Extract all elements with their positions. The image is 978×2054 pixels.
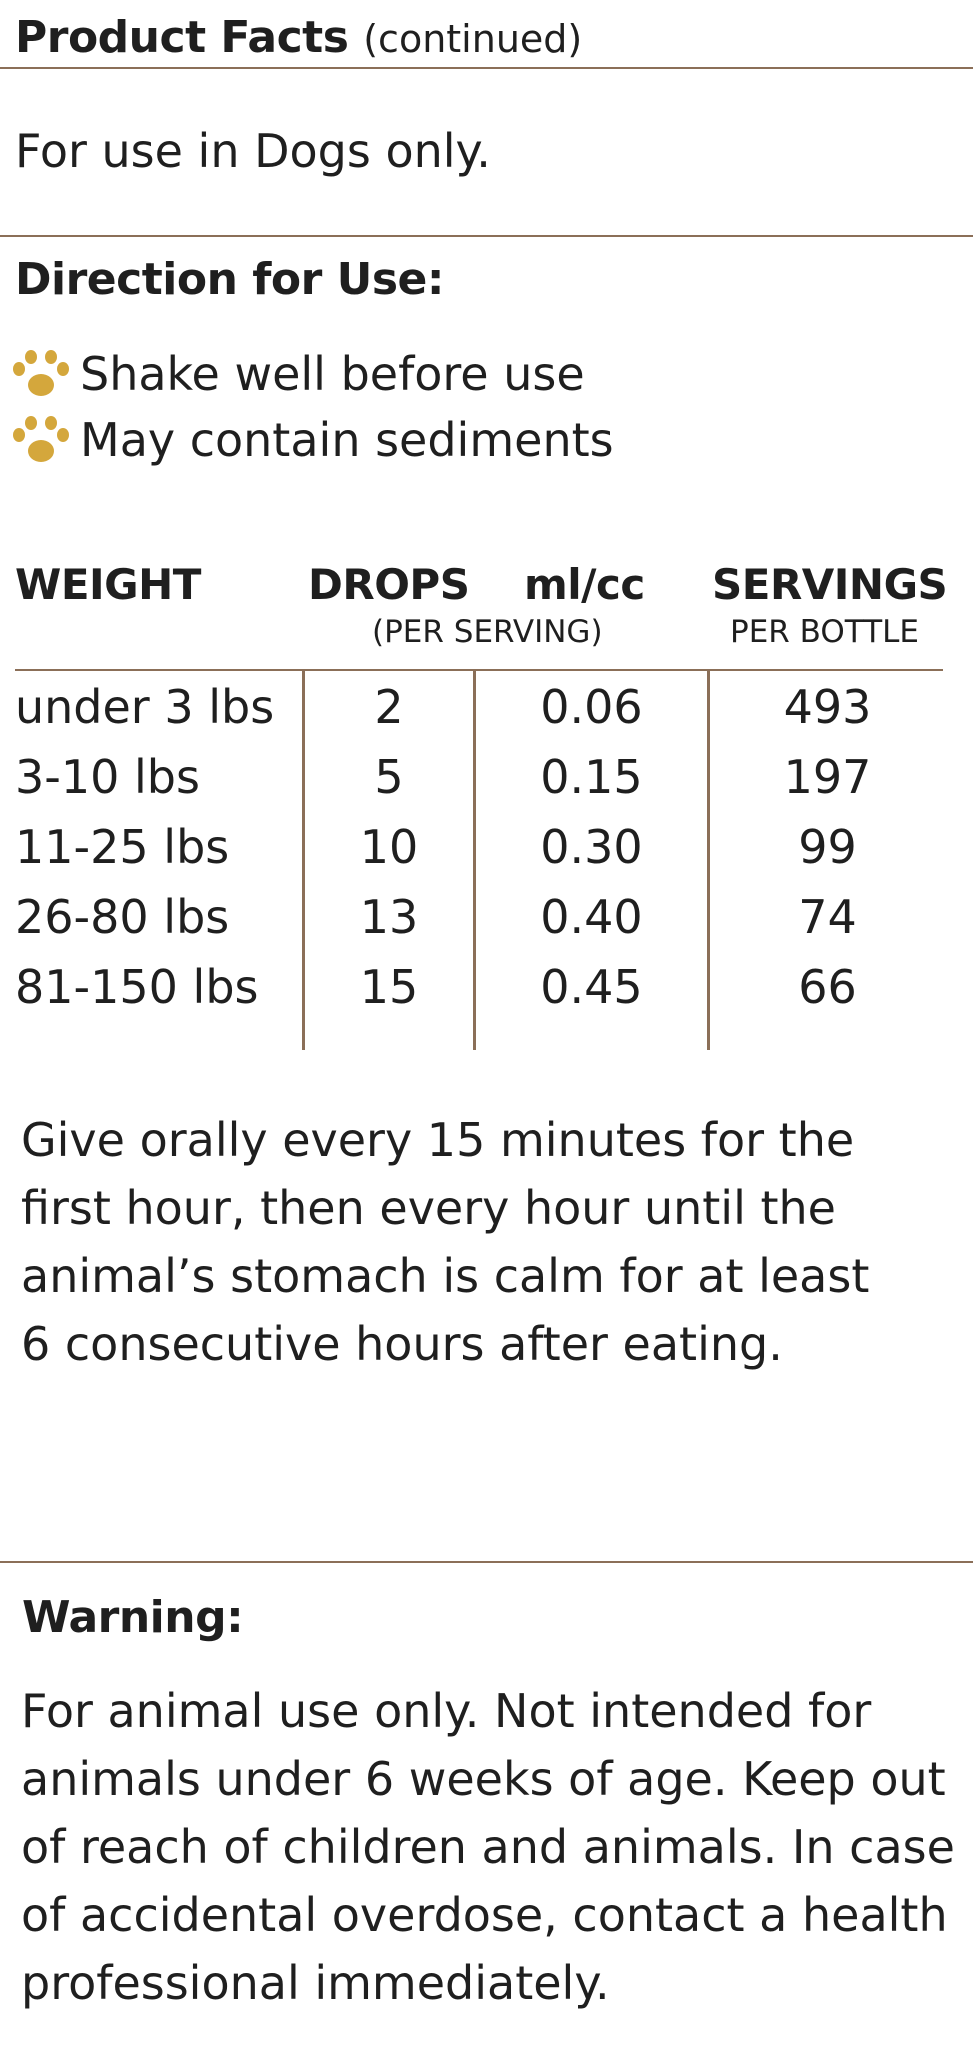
direction-item: May contain sediments: [10, 411, 614, 469]
page-title: Product Facts (continued): [15, 12, 582, 63]
col-subheader-per-bottle: PER BOTTLE: [730, 614, 919, 650]
warning-text: For animal use only. Not intended for an…: [21, 1677, 955, 2017]
cell-weight: 81-150 lbs: [15, 960, 259, 1014]
title-text: Product Facts: [15, 12, 349, 63]
instructions-line: animal’s stomach is calm for at least: [21, 1249, 870, 1303]
direction-item: Shake well before use: [10, 345, 585, 403]
cell-ml: 0.15: [540, 750, 643, 804]
paw-icon: [13, 350, 69, 396]
warning-line: of accidental overdose, contact a health: [21, 1888, 948, 1942]
cell-drops: 2: [374, 680, 404, 734]
divider-top: [0, 67, 973, 69]
instructions-line: first hour, then every hour until the: [21, 1181, 836, 1235]
col-subheader-per-serving: (PER SERVING): [372, 614, 603, 650]
table-col-divider: [302, 669, 305, 1050]
cell-weight: 26-80 lbs: [15, 890, 230, 944]
warning-line: For animal use only. Not intended for: [21, 1684, 872, 1738]
table-col-divider: [473, 669, 476, 1050]
cell-ml: 0.40: [540, 890, 643, 944]
cell-ml: 0.06: [540, 680, 643, 734]
instructions-text: Give orally every 15 minutes for the fir…: [21, 1106, 869, 1378]
cell-servings: 493: [783, 680, 872, 734]
warning-heading: Warning:: [22, 1592, 244, 1643]
directions-heading: Direction for Use:: [15, 254, 444, 305]
instructions-line: 6 consecutive hours after eating.: [21, 1317, 783, 1371]
divider-warning: [0, 1561, 973, 1563]
col-header-drops: DROPS: [308, 560, 470, 609]
cell-weight: 3-10 lbs: [15, 750, 200, 804]
cell-ml: 0.45: [540, 960, 643, 1014]
cell-servings: 197: [783, 750, 872, 804]
table-header-rule: [15, 669, 943, 671]
direction-text: Shake well before use: [80, 347, 585, 401]
cell-servings: 74: [798, 890, 857, 944]
cell-ml: 0.30: [540, 820, 643, 874]
cell-servings: 66: [798, 960, 857, 1014]
warning-line: animals under 6 weeks of age. Keep out: [21, 1752, 946, 1806]
table-col-divider: [707, 669, 710, 1050]
warning-line: professional immediately.: [21, 1956, 610, 2010]
divider-directions: [0, 235, 973, 237]
cell-weight: under 3 lbs: [15, 680, 275, 734]
paw-icon: [13, 416, 69, 462]
cell-drops: 13: [359, 890, 419, 944]
instructions-line: Give orally every 15 minutes for the: [21, 1113, 855, 1167]
title-subtitle: (continued): [363, 17, 583, 61]
warning-line: of reach of children and animals. In cas…: [21, 1820, 955, 1874]
col-header-ml: ml/cc: [524, 560, 645, 609]
intro-text: For use in Dogs only.: [15, 124, 491, 178]
cell-drops: 15: [359, 960, 419, 1014]
cell-drops: 5: [374, 750, 404, 804]
cell-drops: 10: [359, 820, 419, 874]
direction-text: May contain sediments: [80, 413, 614, 467]
cell-servings: 99: [798, 820, 857, 874]
col-header-weight: WEIGHT: [15, 560, 201, 609]
cell-weight: 11-25 lbs: [15, 820, 230, 874]
col-header-servings: SERVINGS: [712, 560, 948, 609]
